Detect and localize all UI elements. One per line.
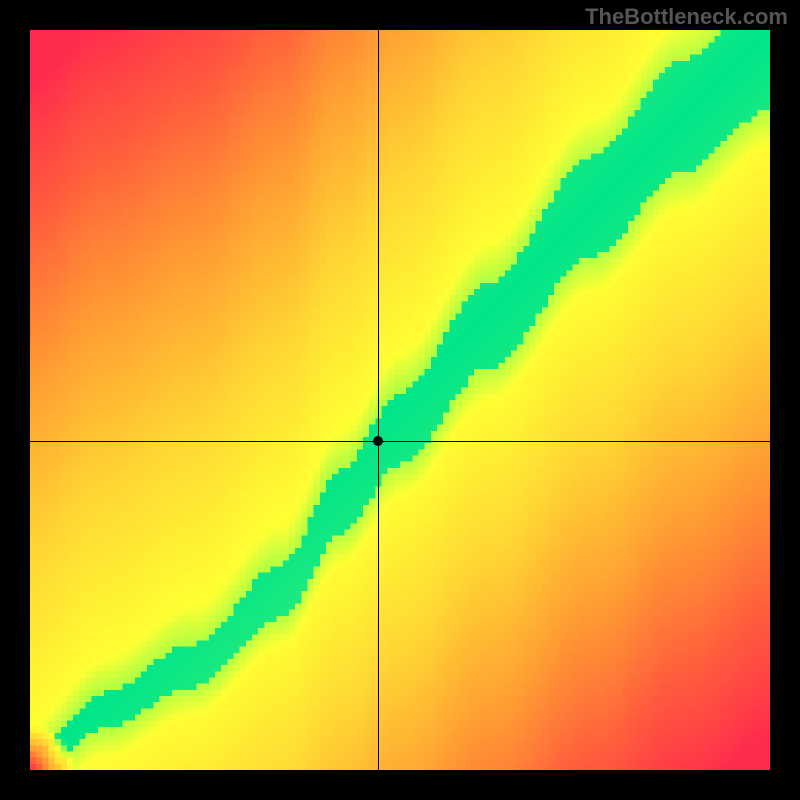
heatmap-canvas <box>30 30 770 770</box>
crosshair-horizontal <box>30 441 770 442</box>
watermark-text: TheBottleneck.com <box>585 4 788 30</box>
crosshair-point <box>373 436 383 446</box>
heatmap-plot <box>30 30 770 770</box>
crosshair-vertical <box>378 30 379 770</box>
chart-container: TheBottleneck.com <box>0 0 800 800</box>
